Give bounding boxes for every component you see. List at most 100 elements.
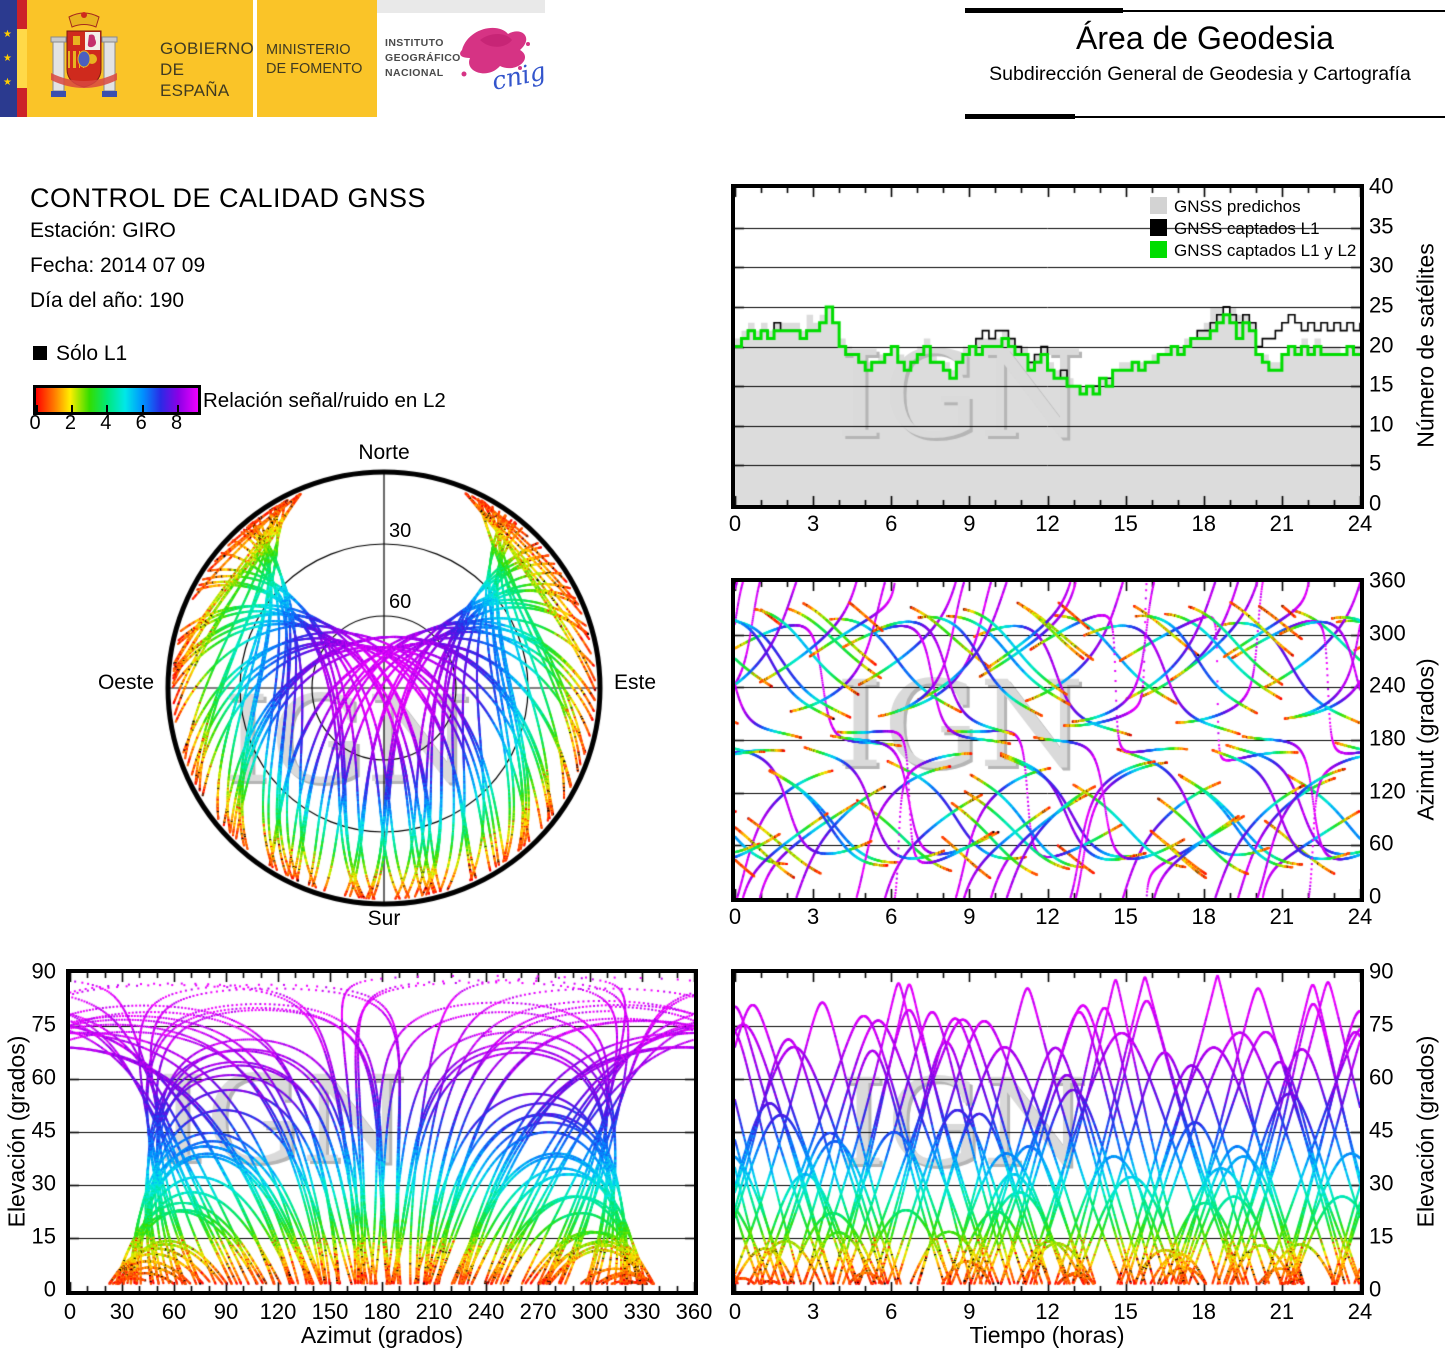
y-axis-title-satellites: Número de satélites [1412,243,1439,448]
elevation-time-canvas [735,973,1360,1291]
area-subtitle: Subdirección General de Geodesia y Carto… [989,63,1411,85]
y-tick-label: 360 [1369,567,1406,593]
x-axis-title-time: Tiempo (horas) [969,1322,1125,1348]
y-tick-label: 35 [1369,213,1394,239]
x-tick-label: 180 [363,1299,401,1324]
x-tick-label: 15 [1113,1299,1138,1324]
polar-ring-60-label: 60 [389,591,412,613]
x-tick-label: 330 [623,1299,661,1324]
report-title: CONTROL DE CALIDAD GNSS [30,183,427,213]
y-tick-label: 90 [31,958,56,984]
station-line: Estación: GIRO [30,219,176,242]
spain-flag-red-top [17,0,27,29]
x-tick-label: 360 [675,1299,713,1324]
x-tick-label: 12 [1035,511,1060,536]
cnig-logo-icon: cnig [460,27,545,96]
x-tick-label: 24 [1347,1299,1373,1324]
instituto-top-strip [377,0,545,13]
header-rule-top-thick [965,8,1123,13]
polar-west-label: Oeste [97,671,154,694]
x-tick-label: 6 [885,904,898,929]
colorbar-tick [106,405,109,412]
chart-azimuth-vs-time [731,578,1364,902]
spain-coat-of-arms-icon [50,12,118,97]
x-tick-label: 90 [213,1299,239,1324]
skyplot-canvas [144,448,624,928]
x-tick-label: 9 [963,511,976,536]
ministerio-label: MINISTERIO DE FOMENTO [266,42,363,77]
instituto-label: INSTITUTO GEOGRÁFICO NACIONAL [385,37,461,79]
legend-swatch [1150,241,1167,258]
x-axis-title-azimuth: Azimut (grados) [300,1322,464,1348]
y-tick-label: 15 [1369,371,1394,397]
elevation-azimuth-canvas [70,973,694,1291]
polar-south-label: Sur [367,907,401,930]
y-tick-label: 0 [1369,490,1382,516]
colorbar-tick-label: 4 [100,412,112,434]
y-tick-label: 180 [1369,725,1406,751]
x-tick-label: 120 [259,1299,297,1324]
x-tick-label: 3 [807,1299,820,1324]
y-axis-title-elevation-right: Elevación (grados) [1412,1035,1439,1228]
polar-ring-30-label: 30 [389,520,412,542]
x-tick-label: 240 [467,1299,505,1324]
polar-north-label: Norte [358,441,410,464]
x-tick-label: 3 [807,511,820,536]
x-tick-label: 18 [1191,904,1216,929]
y-tick-label: 60 [31,1064,56,1090]
x-tick-label: 150 [311,1299,349,1324]
chart-elevation-vs-azimuth [66,969,698,1295]
x-tick-label: 30 [109,1299,135,1324]
y-tick-label: 60 [1369,1064,1394,1090]
y-tick-label: 20 [1369,332,1394,358]
colorbar-tick [71,405,74,412]
x-tick-label: 270 [519,1299,557,1324]
y-tick-label: 10 [1369,411,1394,437]
y-tick-label: 25 [1369,292,1394,318]
y-tick-label: 0 [43,1276,56,1302]
legend-label: GNSS captados L1 y L2 [1174,241,1357,260]
x-tick-label: 60 [161,1299,187,1324]
date-line: Fecha: 2014 07 09 [30,254,206,277]
x-tick-label: 6 [885,1299,898,1324]
ministerio-logo-box: MINISTERIO DE FOMENTO [257,0,377,117]
eu-star-icon: ★ [3,77,12,88]
y-tick-label: 45 [1369,1117,1394,1143]
x-tick-label: 24 [1347,904,1373,929]
colorbar-tick [141,405,144,412]
x-tick-label: 3 [807,904,820,929]
azimuth-time-canvas [735,582,1360,898]
y-tick-label: 60 [1369,831,1394,857]
snr-colorbar-label: Relación señal/ruido en L2 [203,389,446,412]
x-tick-label: 300 [571,1299,609,1324]
legend-swatch [1150,219,1167,236]
x-tick-label: 0 [728,511,742,536]
y-tick-label: 300 [1369,620,1406,646]
header-rule-top-thin [965,10,1445,12]
y-tick-label: 75 [31,1011,56,1037]
x-tick-label: 18 [1191,511,1216,536]
colorbar-tick [36,405,38,412]
chart-elevation-vs-time [731,969,1364,1295]
y-tick-label: 5 [1369,451,1382,477]
y-tick-label: 30 [1369,1170,1394,1196]
polar-east-label: Este [614,671,657,694]
x-tick-label: 21 [1269,511,1295,536]
chart-satellite-count [731,184,1364,509]
x-tick-label: 21 [1269,904,1295,929]
colorbar-tick [176,405,179,412]
x-tick-label: 21 [1269,1299,1295,1324]
y-axis-title-azimuth: Azimut (grados) [1412,658,1439,821]
y-tick-label: 240 [1369,673,1406,699]
header-rule-bottom-thick [965,114,1075,119]
snr-colorbar [33,385,201,415]
satellite-count-canvas [735,188,1360,505]
x-tick-label: 24 [1347,511,1373,536]
x-tick-label: 9 [963,904,976,929]
spain-flag-yellow [17,29,27,88]
x-tick-label: 0 [63,1299,77,1324]
y-tick-label: 30 [1369,252,1394,278]
y-tick-label: 15 [1369,1223,1394,1249]
y-tick-label: 120 [1369,778,1406,804]
colorbar-tick-label: 2 [64,412,76,434]
